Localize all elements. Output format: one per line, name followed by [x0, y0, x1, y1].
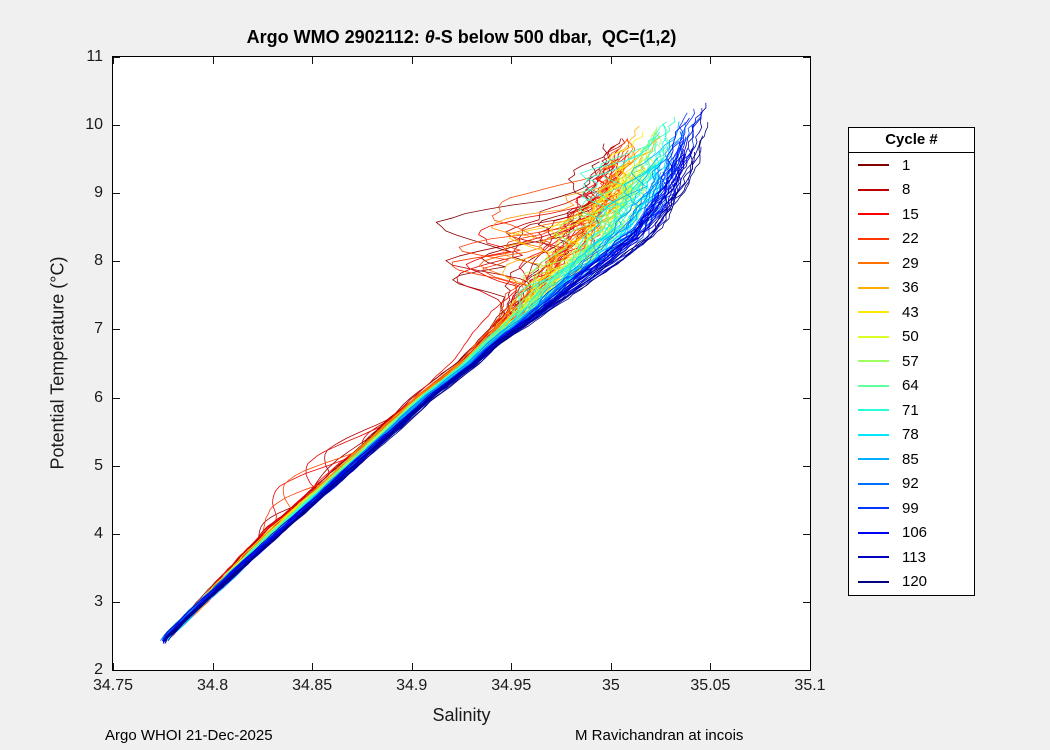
y-tick-label-3: 3 — [94, 592, 103, 610]
y-tick-label-10: 10 — [85, 116, 103, 134]
legend-entry-label: 36 — [902, 279, 919, 297]
legend-entry-label: 106 — [902, 524, 928, 542]
legend-line-swatch — [858, 311, 889, 314]
y-tick-label-6: 6 — [94, 388, 103, 406]
legend-entry-label: 85 — [902, 450, 919, 468]
x-tick-label-35.1: 35.1 — [794, 677, 826, 694]
chart-title-theta-symbol: θ — [424, 27, 435, 47]
x-tick-label-35: 35 — [601, 677, 620, 694]
legend-entry-label: 71 — [902, 401, 919, 419]
legend-line-swatch — [858, 580, 889, 583]
legend-line-swatch — [858, 237, 889, 240]
y-tick-label-8: 8 — [94, 252, 103, 270]
legend-entry-cycle-113: 113 — [849, 545, 974, 570]
legend-entry-label: 43 — [902, 303, 919, 321]
legend-entry-cycle-78: 78 — [849, 423, 974, 448]
legend-line-swatch — [858, 507, 889, 510]
legend-line-swatch — [858, 360, 889, 363]
legend-line-swatch — [858, 458, 889, 461]
legend-entry-label: 92 — [902, 475, 919, 493]
legend-line-swatch — [858, 556, 889, 559]
legend-line-swatch — [858, 164, 889, 167]
legend-entry-cycle-57: 57 — [849, 349, 974, 374]
legend-entry-cycle-71: 71 — [849, 398, 974, 423]
legend-entry-label: 99 — [902, 499, 919, 517]
y-tick-label-5: 5 — [94, 456, 103, 474]
legend-line-swatch — [858, 482, 889, 485]
legend-entry-cycle-85: 85 — [849, 447, 974, 472]
legend-entry-cycle-106: 106 — [849, 521, 974, 546]
legend-entry-cycle-99: 99 — [849, 496, 974, 521]
legend-line-swatch — [858, 286, 889, 289]
legend-entry-label: 120 — [902, 573, 928, 591]
y-tick-label-4: 4 — [94, 524, 103, 542]
legend-entry-label: 8 — [902, 181, 911, 199]
legend-entry-cycle-92: 92 — [849, 472, 974, 497]
x-tick-label-34.95: 34.95 — [491, 677, 532, 694]
legend-entry-label: 113 — [902, 548, 926, 566]
x-tick-label-35.05: 35.05 — [690, 677, 731, 694]
x-tick-label-34.9: 34.9 — [396, 677, 428, 694]
legend-entry-label: 22 — [902, 230, 919, 248]
chart-title-prefix: Argo WMO 2902112: — [246, 27, 425, 47]
legend-line-swatch — [858, 433, 889, 436]
y-tick-label-2: 2 — [94, 661, 103, 678]
footer-attribution-left: Argo WHOI 21-Dec-2025 — [105, 727, 273, 744]
y-axis-label: Potential Temperature (°C) — [47, 256, 68, 470]
legend-entry-cycle-29: 29 — [849, 251, 974, 276]
legend-separator — [849, 152, 974, 153]
legend-line-swatch — [858, 188, 889, 191]
footer-attribution-right: M Ravichandran at incois — [575, 727, 744, 744]
legend-entry-cycle-22: 22 — [849, 227, 974, 252]
ts-profiles-canvas — [113, 57, 810, 670]
x-tick-label-34.8: 34.8 — [196, 677, 229, 694]
legend-line-swatch — [858, 335, 889, 338]
legend-entry-cycle-64: 64 — [849, 374, 974, 399]
legend-entry-label: 64 — [902, 377, 919, 395]
y-tick-label-11: 11 — [86, 48, 103, 65]
legend-entries: 1 8 15 22 29 36 43 50 57 64 71 78 85 92 99 106 113 120 — [849, 153, 974, 594]
chart-title: Argo WMO 2902112: θ-S below 500 dbar, QC… — [112, 27, 811, 48]
legend-line-swatch — [858, 262, 889, 265]
legend-entry-cycle-1: 1 — [849, 153, 974, 178]
y-tick-label-7: 7 — [94, 320, 103, 338]
legend-entry-label: 1 — [902, 156, 911, 174]
legend-entry-cycle-15: 15 — [849, 202, 974, 227]
legend-entry-cycle-8: 8 — [849, 178, 974, 203]
x-axis-label: Salinity — [432, 705, 491, 725]
x-tick-label-34.75: 34.75 — [92, 677, 134, 694]
legend-entry-label: 15 — [902, 205, 919, 223]
legend-entry-cycle-43: 43 — [849, 300, 974, 325]
legend-line-swatch — [858, 531, 889, 534]
legend-entry-cycle-36: 36 — [849, 276, 974, 301]
legend-line-swatch — [858, 213, 889, 216]
legend-entry-cycle-50: 50 — [849, 325, 974, 350]
legend-entry-cycle-120: 120 — [849, 570, 974, 595]
legend-title: Cycle # — [885, 131, 938, 148]
legend-line-swatch — [858, 384, 889, 387]
x-tick-label-34.85: 34.85 — [292, 677, 333, 694]
plot-area — [112, 56, 811, 671]
legend-entry-label: 50 — [902, 328, 919, 346]
chart-title-suffix: -S below 500 dbar, QC=(1,2) — [434, 27, 677, 47]
legend-entry-label: 29 — [902, 254, 919, 272]
legend-entry-label: 78 — [902, 426, 919, 444]
y-tick-label-9: 9 — [94, 184, 103, 202]
legend-entry-label: 57 — [902, 352, 919, 370]
legend: Cycle # 1 8 15 22 29 36 43 50 57 64 71 78 85 92 99 106 1… — [848, 127, 975, 596]
legend-line-swatch — [858, 409, 889, 412]
